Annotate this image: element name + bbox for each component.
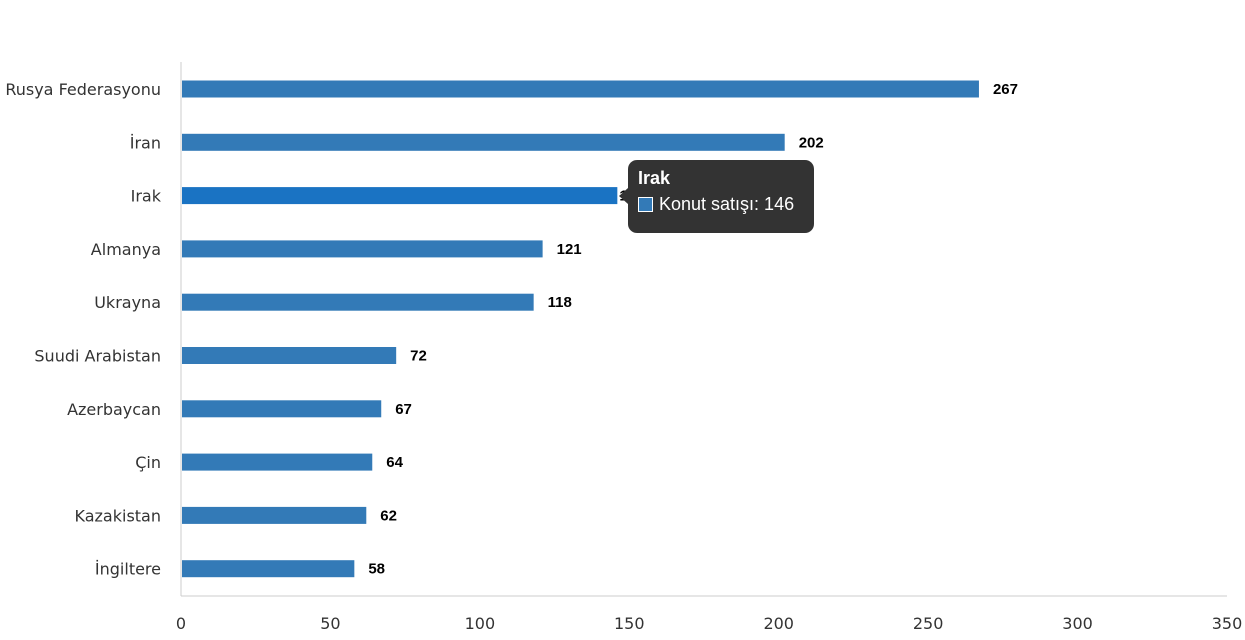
x-tick-labels: 0 50 100 150 200 250 300 350 [176,614,1242,633]
data-label: 121 [557,241,582,258]
data-label: 64 [386,454,403,471]
category-label: Almanya [91,240,161,259]
x-tick-label: 300 [1062,614,1093,633]
tooltip: Irak Konut satışı: 146 [619,160,814,233]
tooltip-title: Irak [638,168,671,188]
bar[interactable] [182,240,543,258]
category-label: Azerbaycan [67,400,161,419]
bar[interactable] [182,347,397,364]
bar[interactable] [182,560,355,578]
data-label: 202 [799,134,824,151]
x-tick-label: 50 [320,614,340,633]
data-label: 267 [993,81,1018,98]
category-label: Ukrayna [94,293,161,312]
data-label: 67 [395,401,412,418]
data-label: 58 [368,561,385,578]
bar[interactable] [182,506,367,524]
x-tick-label: 350 [1212,614,1243,633]
category-label: Irak [131,187,162,206]
category-label: Rusya Federasyonu [5,80,161,99]
category-label: Çin [135,453,161,472]
category-label: İngiltere [95,560,161,579]
category-label: Kazakistan [75,506,161,525]
x-tick-label: 250 [913,614,944,633]
bars-layer [182,80,979,578]
data-label: 72 [410,348,427,365]
data-label: 62 [380,507,397,524]
tooltip-series-label: Konut satışı: 146 [659,194,795,214]
bar[interactable] [182,293,534,311]
value-labels: 2672021461211187267646258 [368,81,1018,578]
bar[interactable] [182,133,785,151]
tooltip-row: Konut satışı: 146 [638,194,804,215]
bar[interactable] [182,80,979,98]
x-tick-label: 200 [763,614,794,633]
x-tick-label: 100 [465,614,496,633]
x-tick-label: 0 [176,614,186,633]
x-tick-label: 150 [614,614,645,633]
category-labels: Rusya Federasyonu İran Irak Almanya Ukrayna S… [5,80,161,579]
bar[interactable] [182,400,382,418]
category-label: İran [130,133,161,152]
bar[interactable] [182,187,618,205]
tooltip-series-swatch [638,197,653,212]
data-label: 118 [548,294,572,311]
bar[interactable] [182,453,373,471]
category-label: Suudi Arabistan [34,347,161,366]
